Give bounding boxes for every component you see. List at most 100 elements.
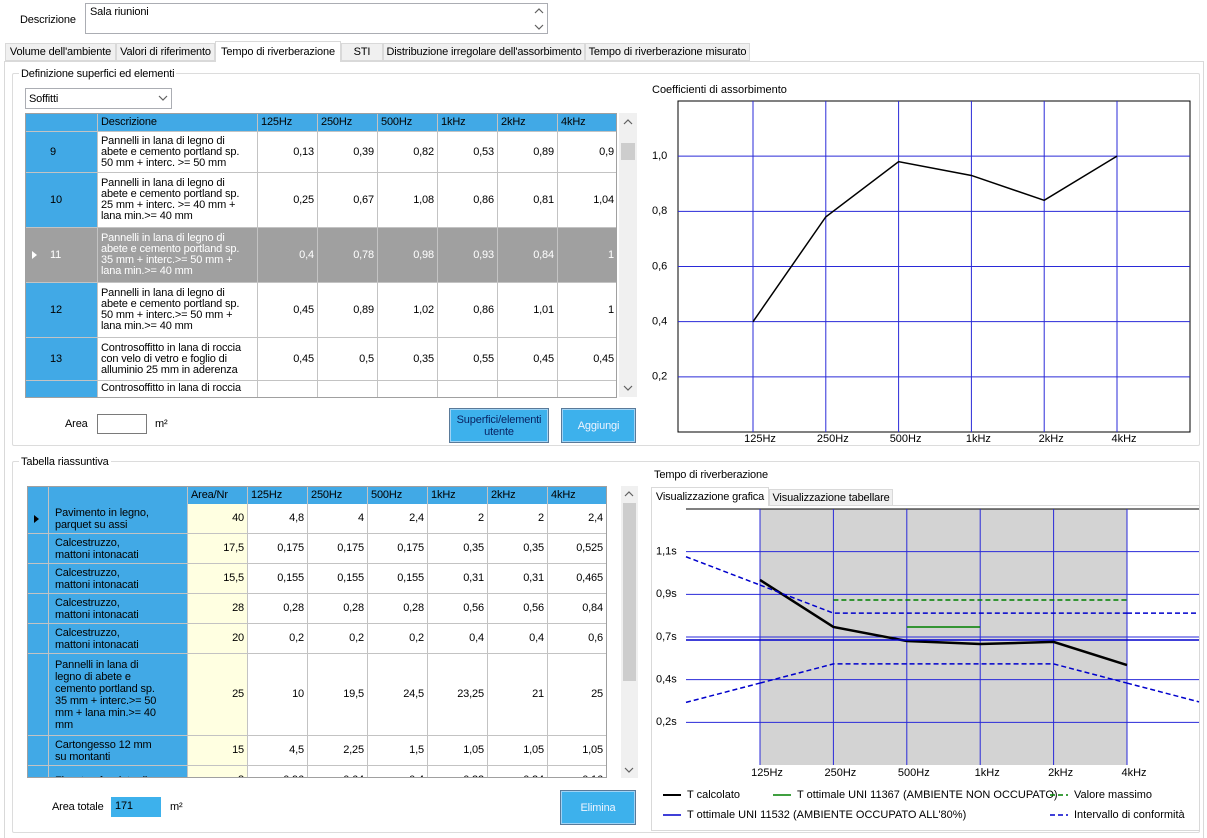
value-cell: 1,01: [498, 283, 558, 338]
value-cell: 8: [188, 766, 248, 777]
column-header: 250Hz: [318, 114, 378, 132]
value-cell: 0,45: [558, 338, 616, 381]
value-cell: 2,25: [308, 736, 368, 766]
value-cell: 0,89: [498, 132, 558, 173]
value-cell: 1,05: [548, 736, 606, 766]
value-cell: 0,2: [248, 624, 308, 654]
group-title: Definizione superfici ed elementi: [19, 68, 177, 80]
row-header: [28, 654, 49, 736]
value-cell: [318, 381, 378, 397]
row-header: [28, 766, 49, 777]
area-unit: m²: [155, 418, 168, 430]
value-cell: 19,5: [308, 654, 368, 736]
value-cell: 0,53: [438, 132, 498, 173]
column-header: 2kHz: [498, 114, 558, 132]
value-cell: 4: [308, 504, 368, 534]
tab[interactable]: STI: [341, 43, 383, 61]
value-cell: 0,28: [248, 594, 308, 624]
column-header: 500Hz: [368, 487, 428, 505]
column-header: Area/Nr: [188, 487, 248, 505]
value-cell: 0,4: [488, 624, 548, 654]
column-header: Descrizione: [98, 114, 258, 132]
value-cell: 0,525: [548, 534, 606, 564]
value-cell: 1,02: [378, 283, 438, 338]
value-cell: [438, 381, 498, 397]
name-cell: Cartongesso 12 mm su montanti: [49, 736, 188, 766]
value-cell: 0,98: [378, 228, 438, 283]
scroll-thumb[interactable]: [623, 503, 636, 681]
name-cell: Calcestruzzo, mattoni intonacati: [49, 534, 188, 564]
sub-tab[interactable]: Visualizzazione grafica: [651, 487, 769, 506]
row-header: 10: [26, 173, 98, 228]
value-cell: 0,39: [318, 132, 378, 173]
value-cell: 0,175: [368, 534, 428, 564]
value-cell: 0,16: [548, 766, 606, 777]
value-cell: 1,04: [558, 173, 616, 228]
value-cell: 40: [188, 504, 248, 534]
area-input[interactable]: [97, 414, 147, 434]
row-header: 11: [26, 228, 98, 283]
value-cell: 0,81: [498, 173, 558, 228]
row-header: 9: [26, 132, 98, 173]
value-cell: 0,5: [318, 338, 378, 381]
sub-tab[interactable]: Visualizzazione tabellare: [769, 489, 893, 506]
description-box[interactable]: Sala riunioni: [85, 3, 548, 34]
value-cell: 28: [188, 594, 248, 624]
value-cell: 0,45: [258, 338, 318, 381]
value-cell: 24,5: [368, 654, 428, 736]
value-cell: 1,05: [428, 736, 488, 766]
value-cell: 0,155: [248, 564, 308, 594]
value-cell: 0,67: [318, 173, 378, 228]
column-header: 125Hz: [258, 114, 318, 132]
name-cell: Finestre, facciata di: [49, 766, 188, 777]
value-cell: 0,35: [428, 534, 488, 564]
tab[interactable]: Distribuzione irregolare dell'assorbimen…: [383, 43, 585, 61]
row-header: [26, 381, 98, 397]
value-cell: 20: [188, 624, 248, 654]
value-cell: 0,4: [258, 228, 318, 283]
tab[interactable]: Volume dell'ambiente: [5, 43, 116, 61]
tab[interactable]: Tempo di riverberazione misurato: [585, 43, 750, 61]
description-label: Descrizione: [20, 14, 76, 26]
total-label: Area totale: [52, 801, 104, 813]
value-cell: [558, 381, 616, 397]
value-cell: 0,35: [488, 534, 548, 564]
tab-panel: [651, 505, 1200, 831]
row-header: 12: [26, 283, 98, 338]
column-header: 4kHz: [558, 114, 616, 132]
value-cell: 1: [558, 228, 616, 283]
button[interactable]: Aggiungi: [561, 408, 636, 443]
scroll-thumb[interactable]: [621, 143, 635, 160]
tab[interactable]: Valori di riferimento: [116, 43, 215, 61]
value-cell: 0,86: [438, 283, 498, 338]
value-cell: [378, 381, 438, 397]
area-label: Area: [65, 418, 88, 430]
value-cell: 25: [548, 654, 606, 736]
button[interactable]: Superfici/elementi utente: [449, 408, 549, 443]
scrollbar[interactable]: [619, 113, 637, 397]
value-cell: 1: [558, 283, 616, 338]
value-cell: 0,155: [308, 564, 368, 594]
row-header: [28, 736, 49, 766]
total-input[interactable]: 171: [111, 797, 161, 817]
value-cell: 2,4: [368, 504, 428, 534]
value-cell: 15: [188, 736, 248, 766]
description-cell: Pannelli in lana di legno di abete e cem…: [98, 173, 258, 228]
value-cell: 0,175: [308, 534, 368, 564]
value-cell: 0,13: [258, 132, 318, 173]
chart-title: Tempo di riverberazione: [654, 469, 768, 481]
value-cell: 1,08: [378, 173, 438, 228]
value-cell: 0,86: [438, 173, 498, 228]
column-header: 1kHz: [428, 487, 488, 505]
value-cell: 0,64: [308, 766, 368, 777]
summary-table: Area/Nr 125Hz 250Hz 500Hz 1kHz 2kHz 4kHz Pavime…: [27, 486, 607, 778]
column-header: 500Hz: [378, 114, 438, 132]
dropdown[interactable]: Soffitti: [25, 88, 172, 109]
tab[interactable]: Tempo di riverberazione: [215, 41, 341, 62]
button[interactable]: Elimina: [560, 790, 636, 825]
value-cell: 0,56: [488, 594, 548, 624]
row-header: [28, 534, 49, 564]
value-cell: 4,8: [248, 504, 308, 534]
value-cell: 0,31: [488, 564, 548, 594]
value-cell: 0,84: [548, 594, 606, 624]
